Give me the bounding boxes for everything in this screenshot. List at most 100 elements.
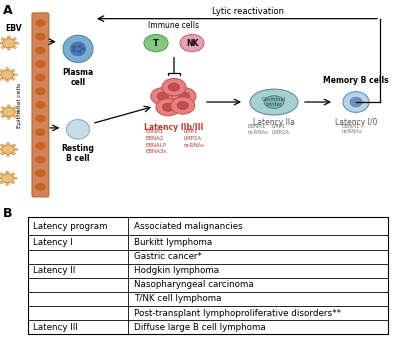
Text: Associated malignancies: Associated malignancies [134,222,243,231]
Text: Post-transplant lymphoproliferative disorders**: Post-transplant lymphoproliferative diso… [134,309,341,318]
Circle shape [156,98,180,116]
Circle shape [0,181,3,184]
Text: Germinal
center: Germinal center [262,97,286,107]
Text: EBNA1: EBNA1 [247,124,266,129]
Text: Immune cells: Immune cells [148,22,200,30]
Text: LMP1: LMP1 [272,124,286,129]
Circle shape [162,103,174,111]
Text: Latency III: Latency III [33,323,78,332]
Circle shape [36,129,45,136]
Circle shape [0,152,4,155]
Circle shape [6,80,9,82]
Circle shape [77,44,82,48]
Text: T: T [153,38,159,48]
Circle shape [168,83,180,91]
Circle shape [162,78,186,96]
Circle shape [12,78,15,80]
Text: EBNA1: EBNA1 [146,129,164,134]
Circle shape [7,105,10,107]
Circle shape [12,173,15,175]
Circle shape [157,92,168,100]
Circle shape [1,107,4,109]
Ellipse shape [63,35,93,62]
Ellipse shape [350,97,362,107]
Text: Nasopharyngeal carcinoma: Nasopharyngeal carcinoma [134,280,254,289]
Text: ncRNAs: ncRNAs [247,130,268,135]
Circle shape [7,117,10,119]
Ellipse shape [343,92,369,112]
Text: EBNA2: EBNA2 [146,136,164,141]
Text: LMP1: LMP1 [184,129,198,134]
Circle shape [0,144,4,146]
Circle shape [36,142,45,149]
Circle shape [36,101,45,108]
Text: A: A [3,4,13,17]
Circle shape [6,142,10,145]
Circle shape [16,111,19,113]
Text: Lytic reactivation: Lytic reactivation [212,7,284,16]
Text: Latency I: Latency I [33,238,72,247]
Circle shape [178,92,190,100]
Circle shape [14,73,17,76]
Circle shape [1,46,4,48]
Circle shape [7,36,10,38]
Circle shape [0,78,3,80]
Text: Latency IIb/III: Latency IIb/III [144,123,204,132]
Circle shape [36,184,45,190]
Circle shape [1,115,4,118]
Circle shape [14,177,17,179]
Circle shape [15,148,18,151]
Text: EBNALP: EBNALP [146,143,167,148]
Text: Diffuse large B cell lymphoma: Diffuse large B cell lymphoma [134,323,266,332]
Circle shape [171,97,195,114]
Text: Epithelial cells: Epithelial cells [17,82,22,127]
Circle shape [36,33,45,40]
Text: EBNA3s: EBNA3s [146,149,167,155]
Circle shape [0,42,2,44]
Ellipse shape [250,89,298,115]
Circle shape [13,115,16,118]
Circle shape [13,38,16,40]
Circle shape [36,88,45,95]
FancyBboxPatch shape [32,13,49,197]
Text: EBNA1: EBNA1 [342,124,360,128]
Circle shape [77,50,82,53]
Circle shape [177,101,188,109]
Text: Latency IIa: Latency IIa [253,118,295,127]
Circle shape [80,47,85,50]
Circle shape [36,156,45,163]
Ellipse shape [66,120,90,139]
Circle shape [36,19,45,26]
Circle shape [36,60,45,67]
Circle shape [151,88,175,105]
Circle shape [12,69,15,72]
Text: Gastric cancer*: Gastric cancer* [134,252,202,261]
Circle shape [13,107,16,109]
Circle shape [36,74,45,81]
Circle shape [0,173,3,175]
Text: Latency II: Latency II [33,266,75,275]
Text: Burkitt lymphoma: Burkitt lymphoma [134,238,212,247]
Text: EBV: EBV [6,24,22,33]
Text: T/NK cell lymphoma: T/NK cell lymphoma [134,294,222,304]
Circle shape [72,46,76,49]
Circle shape [12,181,15,184]
Circle shape [1,70,14,79]
Circle shape [36,47,45,54]
Circle shape [6,171,9,173]
Circle shape [6,154,10,157]
Circle shape [72,49,76,52]
Circle shape [2,108,15,117]
Text: Memory B cells: Memory B cells [323,76,389,85]
Text: Plasma
cell: Plasma cell [62,67,94,87]
Circle shape [0,148,1,151]
Circle shape [12,144,16,146]
Circle shape [6,67,9,70]
Text: LMP2A: LMP2A [184,136,202,141]
Circle shape [1,38,4,40]
Circle shape [0,111,2,113]
Circle shape [1,174,14,183]
Circle shape [2,145,14,154]
Text: B: B [3,207,13,220]
Text: Resting
B cell: Resting B cell [62,144,94,163]
